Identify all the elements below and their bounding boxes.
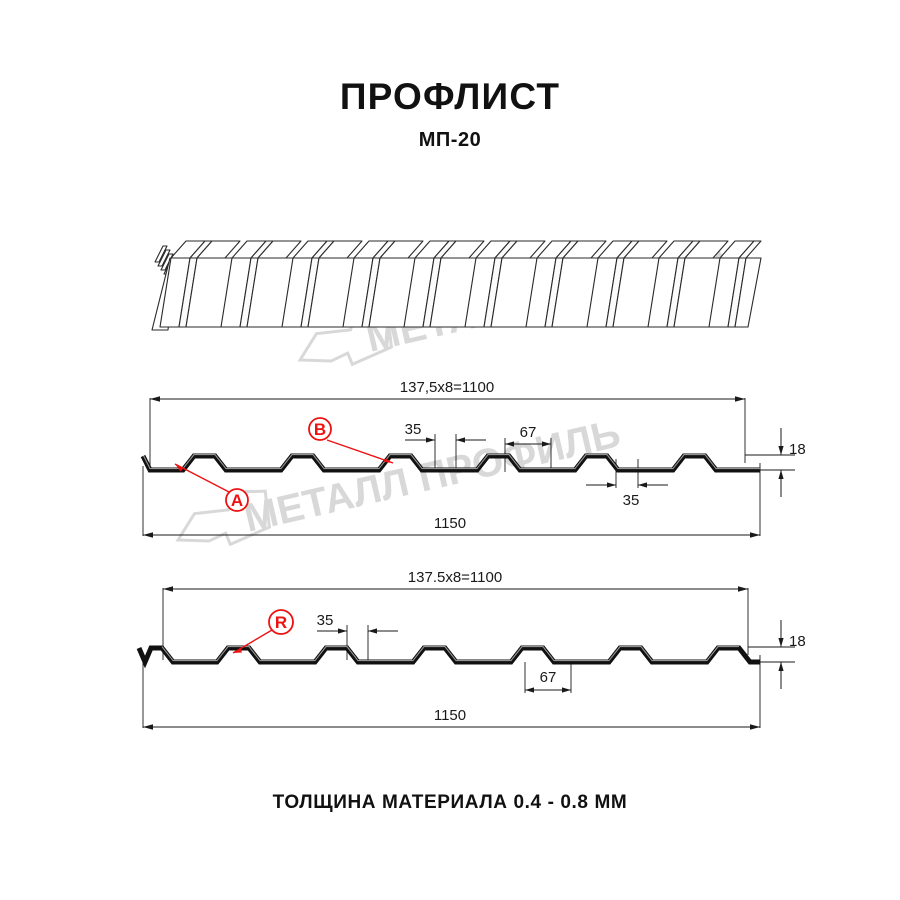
page-subtitle: МП-20 (418, 128, 482, 151)
dimension-1100: 137.5x8=1100 (163, 569, 748, 592)
marker-a-circle (225, 488, 249, 512)
watermark-lower: МЕТАЛЛ ПРОФИЛЬ (175, 411, 624, 547)
dimension-1100: 137,5x8=1100 (150, 379, 745, 402)
corrugation-unit (159, 240, 241, 328)
dimension-label-overall-bottom: 1150 (434, 515, 466, 532)
profiled-sheet-3d-view (151, 240, 762, 331)
dimension-18: 18 (778, 428, 806, 497)
dimension-label-rib-width: 35 (405, 421, 422, 438)
corrugation-unit-end (708, 240, 762, 328)
marker-b-circle (308, 417, 332, 441)
dimension-67: 67 (505, 424, 551, 447)
title-block: ПРОФЛИСТ МП-20 (0, 76, 900, 152)
dimension-label-rib-width: 35 (317, 612, 334, 629)
marker-r: R (232, 609, 294, 654)
dimension-35-upper: 35 (405, 421, 486, 443)
sheet-edge-leaf (154, 245, 168, 263)
extension-lines (142, 588, 795, 728)
dimension-label-overall-top: 137,5x8=1100 (400, 379, 494, 396)
brand-logo-icon (297, 309, 394, 367)
marker-a: A (174, 463, 249, 512)
dimension-label-valley-width: 67 (520, 424, 537, 441)
profile-inner-highlight (161, 646, 739, 662)
marker-r-circle (268, 609, 294, 635)
marker-b: B (308, 417, 394, 464)
dimension-35-lower: 35 (586, 482, 668, 509)
extension-lines (142, 398, 795, 536)
page-title: ПРОФЛИСТ (339, 76, 561, 117)
watermark-text: МЕТАЛЛ ПРОФИЛЬ (240, 411, 624, 540)
dimension-35: 35 (317, 612, 398, 634)
material-thickness-note: ТОЛЩИНА МАТЕРИАЛА 0.4 - 0.8 ММ (272, 792, 628, 813)
cross-section-front: 137,5x8=1100 1150 35 (140, 379, 806, 538)
marker-b-label: B (314, 420, 326, 439)
profile-outline (136, 645, 760, 669)
dimension-label-valley-width: 67 (540, 669, 557, 686)
sheet-edge-leaf (157, 249, 171, 267)
cross-section-reverse: 137.5x8=1100 1150 35 (136, 569, 806, 730)
dimension-67: 67 (525, 669, 571, 693)
dimension-label-overall-top: 137.5x8=1100 (408, 569, 502, 586)
brand-logo-icon (175, 489, 272, 547)
profile-outline (140, 453, 760, 473)
marker-r-label: R (275, 613, 287, 632)
dimension-label-overall-bottom: 1150 (434, 707, 466, 724)
dimension-18: 18 (778, 620, 806, 689)
dimension-label-height: 18 (789, 633, 806, 650)
profile-inner-highlight (142, 454, 760, 470)
marker-a-label: A (231, 491, 243, 510)
dimension-1150: 1150 (143, 515, 760, 538)
dimension-label-rib-width-lower: 35 (623, 492, 640, 509)
dimension-label-height: 18 (789, 441, 806, 458)
dimension-1150: 1150 (143, 707, 760, 730)
